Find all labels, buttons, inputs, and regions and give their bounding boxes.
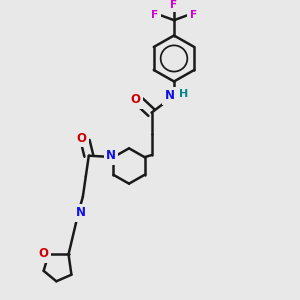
Text: N: N	[165, 89, 175, 102]
Text: N: N	[76, 206, 86, 219]
Text: F: F	[190, 10, 197, 20]
Text: F: F	[151, 10, 158, 20]
Text: F: F	[170, 0, 178, 10]
Text: O: O	[39, 247, 49, 260]
Text: O: O	[130, 93, 140, 106]
Text: H: H	[179, 89, 189, 99]
Text: N: N	[106, 149, 116, 163]
Text: O: O	[76, 131, 87, 145]
